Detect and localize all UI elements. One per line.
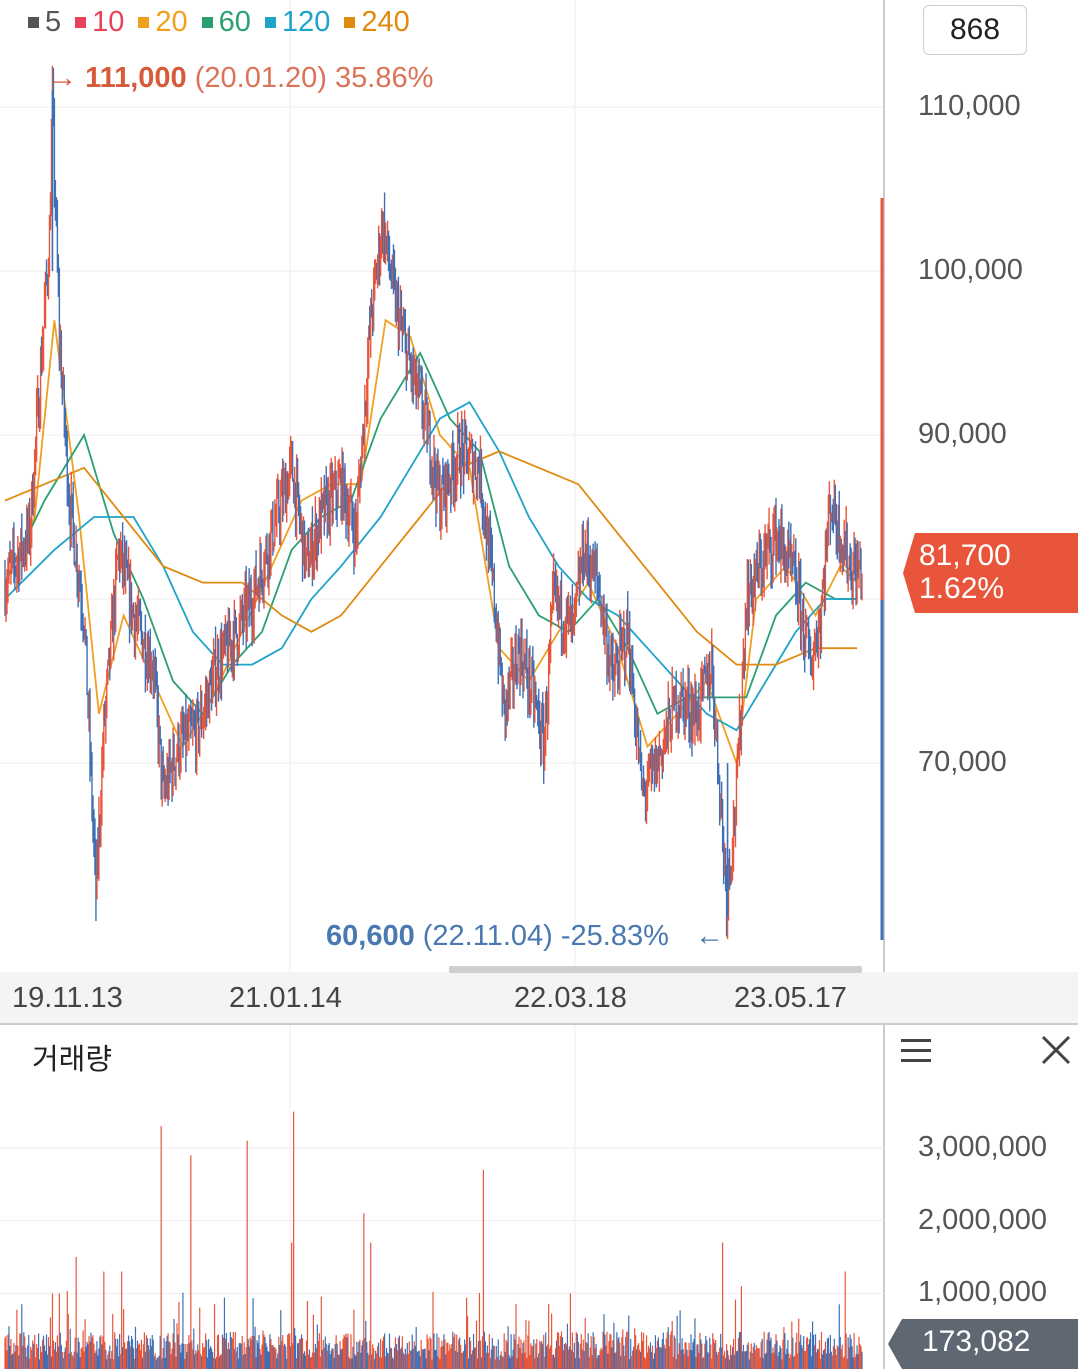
legend-item-20[interactable]: 20 bbox=[138, 6, 188, 39]
legend-swatch bbox=[28, 17, 39, 28]
ma-line-120 bbox=[4, 400, 858, 732]
volume-tick-label: 2,000,000 bbox=[918, 1203, 1048, 1236]
date-tick-label: 23.05.17 bbox=[734, 982, 847, 1014]
current-volume-badge: 173,082 bbox=[888, 1319, 1078, 1369]
legend-label: 20 bbox=[155, 6, 188, 38]
date-tick-label: 22.03.18 bbox=[514, 982, 627, 1014]
low-detail: (22.11.04) -25.83% bbox=[422, 920, 669, 952]
high-detail: (20.01.20) 35.86% bbox=[194, 62, 434, 94]
legend-swatch bbox=[264, 17, 276, 28]
volume-badge-shape bbox=[888, 1319, 1078, 1369]
legend-swatch bbox=[75, 17, 87, 28]
legend-item-240[interactable]: 240 bbox=[344, 6, 410, 39]
close-icon[interactable] bbox=[1040, 1034, 1072, 1066]
legend-item-120[interactable]: 120 bbox=[264, 6, 331, 39]
volume-tick-label: 1,000,000 bbox=[918, 1276, 1048, 1309]
price-gridlines bbox=[0, 0, 884, 1369]
low-arrow-icon: ← bbox=[694, 920, 724, 952]
scroll-thumb bbox=[449, 966, 862, 973]
current-volume-value: 173,082 bbox=[922, 1325, 1031, 1358]
low-value: 60,600 bbox=[326, 920, 415, 952]
legend-item-5[interactable]: 5 bbox=[28, 6, 61, 39]
menu-icon[interactable] bbox=[901, 1038, 931, 1064]
price-tick-label: 70,000 bbox=[918, 746, 1007, 778]
legend-item-10[interactable]: 10 bbox=[75, 6, 124, 39]
current-price-badge: 81,700 1.62% bbox=[903, 533, 1078, 613]
legend-label: 5 bbox=[45, 6, 62, 38]
high-arrow-icon: → bbox=[48, 62, 77, 94]
ma-line-60 bbox=[4, 351, 858, 716]
volume-title: 거래량 bbox=[32, 1044, 113, 1076]
ma-legend[interactable]: 5 10 20 60 120 240 bbox=[28, 6, 410, 39]
volume-bars bbox=[4, 1111, 863, 1369]
price-tick-label: 90,000 bbox=[918, 418, 1007, 450]
price-badge-shape bbox=[903, 533, 1078, 613]
legend-label: 10 bbox=[92, 6, 125, 38]
ma-line-240 bbox=[4, 450, 858, 666]
date-axis-band bbox=[0, 972, 1078, 1024]
price-series bbox=[4, 65, 863, 940]
date-tick-label: 21.01.14 bbox=[229, 982, 342, 1014]
legend-label: 60 bbox=[218, 6, 251, 38]
date-tick-label: 19.11.13 bbox=[12, 982, 123, 1014]
legend-item-60[interactable]: 60 bbox=[201, 6, 251, 39]
legend-swatch bbox=[138, 17, 150, 28]
legend-label: 240 bbox=[361, 6, 410, 38]
price-tick-label: 110,000 bbox=[918, 90, 1021, 122]
volume-gridlines bbox=[0, 1147, 884, 1294]
low-annotation: 60,600 (22.11.04) -25.83% ← bbox=[326, 920, 724, 953]
moving-average-lines bbox=[4, 318, 858, 764]
high-annotation: → 111,000 (20.01.20) 35.86% bbox=[48, 62, 433, 95]
legend-swatch bbox=[344, 17, 356, 28]
legend-swatch bbox=[201, 17, 213, 28]
ma-line-20 bbox=[4, 318, 858, 764]
volume-tick-label: 3,000,000 bbox=[918, 1131, 1048, 1163]
current-price-value: 81,700 bbox=[919, 539, 1011, 572]
price-tick-label: 100,000 bbox=[918, 254, 1023, 286]
current-price-change: 1.62% bbox=[919, 572, 1005, 605]
period-count-box[interactable]: 868 bbox=[923, 5, 1027, 55]
legend-label: 120 bbox=[281, 6, 331, 38]
high-value: 111,000 bbox=[85, 62, 187, 94]
